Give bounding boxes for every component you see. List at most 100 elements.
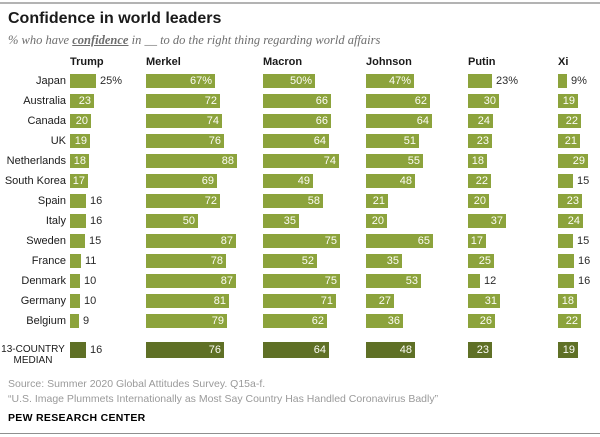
bar: 74	[263, 154, 339, 168]
table-row: France 11 78 52 35 25 16	[0, 254, 600, 268]
bar: 76	[146, 342, 224, 358]
bar: 20	[468, 194, 489, 208]
bar-cell: 50%	[263, 74, 315, 88]
bar: 76	[146, 134, 224, 148]
bar: 29	[558, 154, 588, 168]
bar-cell: 67%	[146, 74, 215, 88]
bottom-divider	[0, 433, 600, 434]
value-label: 10	[84, 295, 97, 307]
bar: 64	[263, 134, 329, 148]
table-row: Sweden 15 87 75 65 17 15	[0, 234, 600, 248]
bar-cell: 10	[70, 294, 96, 308]
bar-cell: 30	[468, 94, 499, 108]
bar: 36	[366, 314, 403, 328]
value-label: 16	[90, 215, 103, 227]
bar: 88	[146, 154, 237, 168]
subtitle-emphasis: confidence	[72, 33, 129, 47]
bar: 23	[468, 134, 492, 148]
bar-cell: 49	[263, 174, 313, 188]
bar	[70, 234, 85, 248]
bar: 35	[263, 214, 299, 228]
table-row: UK 19 76 64 51 23 21	[0, 134, 600, 148]
bar: 66	[263, 94, 331, 108]
bar-cell: 29	[558, 154, 588, 168]
bar	[70, 342, 86, 358]
subtitle-blank: __	[144, 33, 157, 47]
row-label: Japan	[36, 75, 66, 87]
bar: 22	[558, 114, 581, 128]
bar: 50%	[263, 74, 315, 88]
bar	[468, 274, 480, 288]
value-label: 10	[84, 275, 97, 287]
bar-cell: 21	[366, 194, 388, 208]
bar-cell: 69	[146, 174, 217, 188]
bar: 19	[558, 342, 578, 358]
page-title: Confidence in world leaders	[8, 10, 222, 27]
row-label: Sweden	[26, 235, 66, 247]
bar-cell: 36	[366, 314, 403, 328]
bar-cell: 65	[366, 234, 433, 248]
bar: 24	[558, 214, 583, 228]
bar: 79	[146, 314, 227, 328]
bar: 58	[263, 194, 323, 208]
table-row: Japan 25% 67% 50% 47% 23% 9%	[0, 74, 600, 88]
bar-cell: 9%	[558, 74, 587, 88]
value-label: 16	[578, 255, 591, 267]
bar-cell: 79	[146, 314, 227, 328]
bar-cell: 25	[468, 254, 494, 268]
bar-cell: 23%	[468, 74, 518, 88]
subtitle-prefix: % who have	[8, 33, 73, 47]
bar-cell: 62	[263, 314, 327, 328]
bar: 17	[70, 174, 88, 188]
bar-cell: 71	[263, 294, 336, 308]
row-label: Netherlands	[6, 155, 66, 167]
table-row: Spain 16 72 58 21 20 23	[0, 194, 600, 208]
row-label: South Korea	[4, 175, 66, 187]
bar: 24	[468, 114, 493, 128]
bar: 23	[468, 342, 492, 358]
bar-cell: 17	[70, 174, 88, 188]
bar	[70, 314, 79, 328]
bar: 72	[146, 194, 220, 208]
bar-cell: 58	[263, 194, 323, 208]
median-row-label: 13-COUNTRY MEDIAN	[1, 344, 65, 366]
bar-cell: 24	[468, 114, 493, 128]
column-header-merkel: Merkel	[146, 56, 181, 68]
bar: 37	[468, 214, 506, 228]
bar	[70, 274, 80, 288]
bar-cell: 27	[366, 294, 394, 308]
value-label: 23%	[496, 75, 519, 87]
bar-cell: 16	[558, 254, 590, 268]
bar: 21	[558, 134, 580, 148]
report-note: “U.S. Image Plummets Internationally as …	[8, 393, 439, 405]
bar: 48	[366, 342, 415, 358]
value-label: 15	[577, 235, 590, 247]
bar-cell: 23	[558, 194, 582, 208]
bar: 21	[366, 194, 388, 208]
bar-cell: 37	[468, 214, 506, 228]
table-row: Canada 20 74 66 64 24 22	[0, 114, 600, 128]
bar-cell: 19	[558, 94, 578, 108]
bar-cell: 62	[366, 94, 430, 108]
bar-cell: 21	[558, 134, 580, 148]
bar: 75	[263, 234, 340, 248]
bar-cell: 16	[558, 274, 590, 288]
table-row: Denmark 10 87 75 53 12 16	[0, 274, 600, 288]
value-label: 15	[577, 175, 590, 187]
table-row: Italy 16 50 35 20 37 24	[0, 214, 600, 228]
bar: 66	[263, 114, 331, 128]
bar	[468, 74, 492, 88]
bar-cell: 48	[366, 342, 415, 358]
table-row: Germany 10 81 71 27 31 18	[0, 294, 600, 308]
bar-cell: 72	[146, 194, 220, 208]
bar: 51	[366, 134, 419, 148]
bar: 18	[468, 154, 487, 168]
chart-subtitle: % who have confidence in __ to do the ri…	[8, 33, 380, 48]
bar: 87	[146, 234, 236, 248]
bar-cell: 75	[263, 274, 340, 288]
bar	[558, 74, 567, 88]
bar: 23	[70, 94, 94, 108]
bar-cell: 35	[366, 254, 402, 268]
bar-cell: 9	[70, 314, 89, 328]
bar-cell: 10	[70, 274, 96, 288]
